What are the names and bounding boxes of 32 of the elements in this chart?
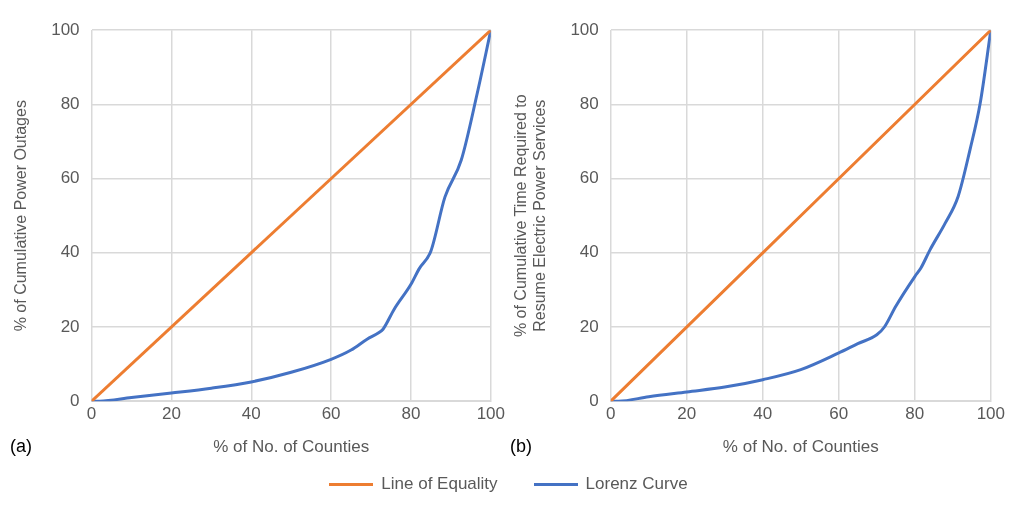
y-tick-label: 80: [60, 94, 80, 114]
y-tick-label: 20: [579, 316, 599, 336]
y-tick-label: 0: [589, 390, 599, 410]
x-tick-label: 0: [86, 404, 97, 424]
y-axis-title: % of Cumulative Time Required to Resume Electric Power Services: [512, 94, 549, 338]
y-tick-label: 20: [60, 316, 80, 336]
x-axis-title: % of No. of Counties: [722, 437, 879, 457]
x-tick-label: 20: [161, 404, 181, 424]
x-tick-label: 40: [241, 404, 261, 424]
x-tick-label: 20: [677, 404, 697, 424]
legend-label: Lorenz Curve: [585, 474, 688, 494]
text: (b): [510, 435, 532, 456]
y-tick-label: 40: [579, 242, 599, 262]
x-tick-label: 60: [321, 404, 341, 424]
y-axis-title: % of Cumulative Power Outages: [12, 100, 30, 332]
y-tick-label: 80: [579, 94, 599, 114]
x-tick-label: 80: [905, 404, 925, 424]
legend-label: Line of Equality: [381, 474, 498, 494]
y-tick-label: 60: [60, 168, 80, 188]
y-tick-label: 0: [70, 390, 80, 410]
text: (a): [10, 435, 32, 456]
x-tick-label: 100: [476, 404, 506, 424]
x-tick-label: 100: [976, 404, 1006, 424]
x-tick-label: 60: [829, 404, 849, 424]
y-tick-label: 60: [579, 168, 599, 188]
x-tick-label: 0: [606, 404, 616, 424]
y-tick-label: 100: [51, 19, 80, 39]
x-tick-label: 40: [753, 404, 773, 424]
x-axis-title: % of No. of Counties: [213, 437, 370, 457]
y-tick-label: 40: [60, 242, 80, 262]
y-tick-label: 100: [570, 19, 599, 39]
x-tick-label: 80: [401, 404, 421, 424]
